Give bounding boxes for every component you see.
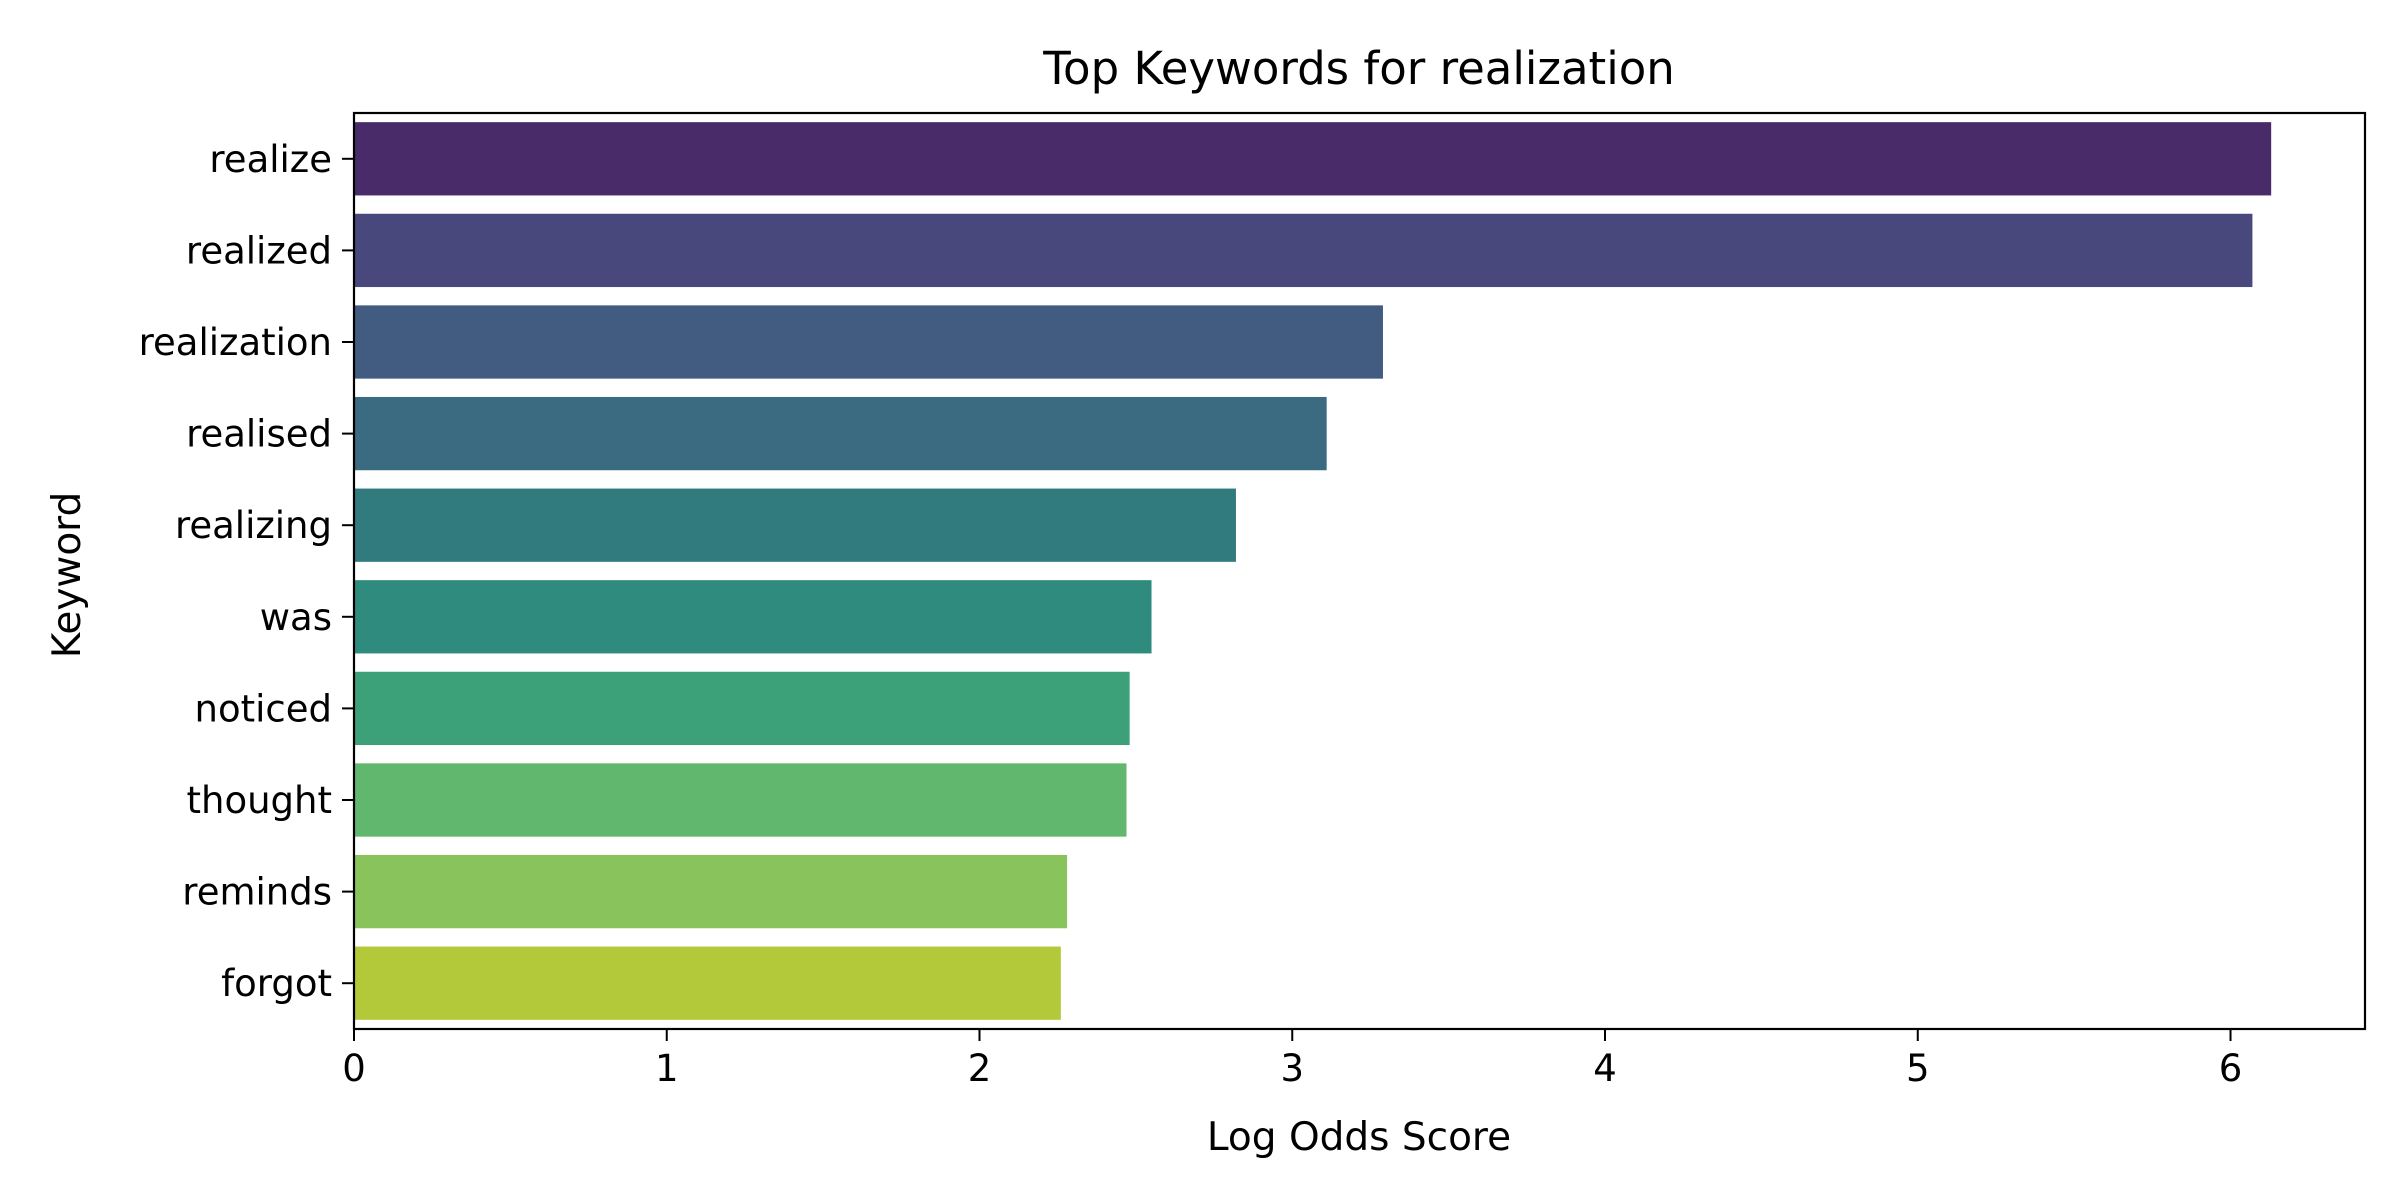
y-tick-label: realized	[186, 229, 332, 272]
x-tick-label: 5	[1906, 1047, 1930, 1090]
x-tick-label: 2	[968, 1047, 992, 1090]
bar-thought	[354, 763, 1127, 837]
y-tick-label: thought	[187, 779, 333, 822]
y-tick-label: realization	[139, 321, 332, 364]
x-tick-label: 3	[1280, 1047, 1304, 1090]
y-tick-label: realizing	[175, 504, 332, 547]
y-tick-label: forgot	[221, 962, 332, 1005]
chart-title: Top Keywords for realization	[1042, 42, 1675, 95]
plot-frame	[352, 111, 2367, 1031]
bar-forgot	[354, 946, 1061, 1020]
bar-realizing	[354, 488, 1236, 562]
y-axis-ticks: realize realized realization realised realiz…	[139, 138, 354, 1005]
bar-was	[354, 580, 1152, 654]
y-tick-label: realised	[186, 413, 332, 456]
bars-layer	[354, 122, 2272, 1020]
bar-realized	[354, 213, 2253, 288]
bar-realization	[354, 305, 1383, 379]
x-axis-label: Log Odds Score	[1207, 1115, 1511, 1160]
x-tick-label: 4	[1593, 1047, 1617, 1090]
x-tick-label: 0	[342, 1047, 366, 1090]
bar-realised	[354, 396, 1327, 471]
y-tick-label: noticed	[195, 687, 332, 730]
x-axis-ticks: 0 1 2 3 4 5 6	[342, 1029, 2242, 1090]
y-tick-label: was	[260, 596, 332, 639]
x-tick-label: 6	[2219, 1047, 2243, 1090]
y-tick-label: reminds	[182, 871, 332, 914]
bar-realize	[354, 122, 2272, 196]
y-axis-label: Keyword	[45, 492, 90, 659]
y-tick-label: realize	[209, 138, 332, 181]
bar-noticed	[354, 671, 1130, 746]
x-tick-label: 1	[655, 1047, 679, 1090]
bar-reminds	[354, 854, 1068, 929]
